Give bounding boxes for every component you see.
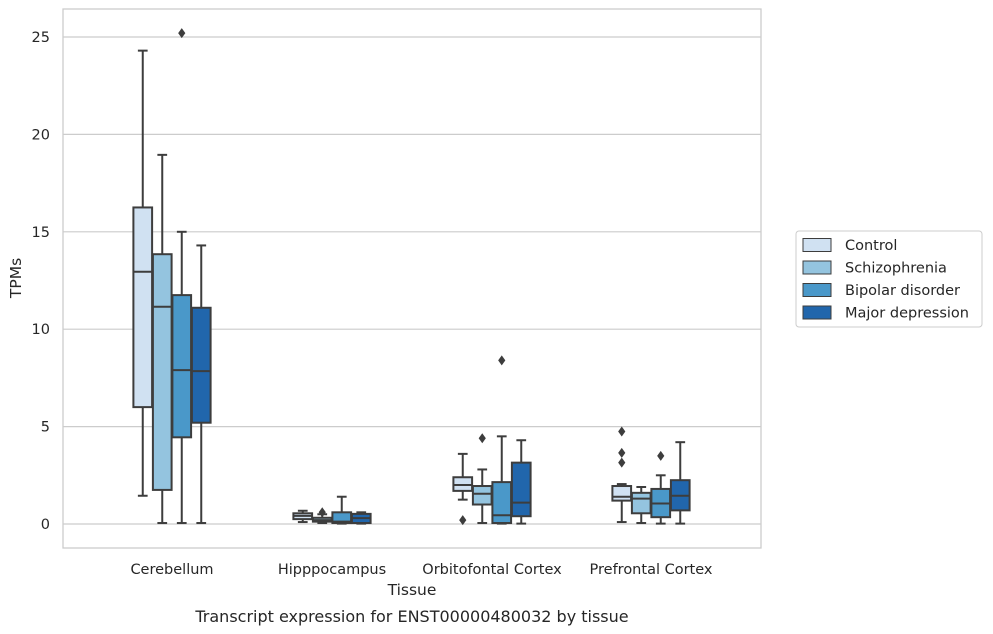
box-group [331,495,353,525]
chart-caption: Transcript expression for ENST0000048003… [194,607,628,626]
x-tick-label: Orbitofontal Cortex [422,562,562,578]
box [611,485,633,502]
x-tick-label: Cerebellum [130,562,213,578]
series-schizophrenia [151,153,652,525]
box [151,253,173,491]
box [630,491,652,515]
y-tick-label: 25 [32,30,50,46]
legend-label: Schizophrenia [845,261,947,277]
outlier-point [618,447,626,458]
y-tick-label: 5 [41,420,50,436]
legend-label: Control [845,238,897,254]
box-group [650,450,672,525]
legend-swatch [802,238,832,252]
box-group [151,153,173,525]
y-tick-label: 15 [32,225,50,241]
y-tick-label: 0 [41,517,50,533]
box-group [350,511,372,525]
box-group [669,441,691,525]
box-group [292,509,314,524]
x-tick-label: Prefrontal Cortex [590,562,713,578]
box [190,306,212,424]
box-group [171,28,193,525]
outlier-point [618,426,626,437]
outlier-point [498,355,506,366]
outlier-point [459,515,467,526]
y-tick-label: 10 [32,322,50,338]
x-tick-labels: Cerebellum Hipppocampus Orbitofontal Corte… [130,562,712,578]
legend: Control Schizophrenia Bipolar disorder Majo… [795,230,983,328]
box [471,485,493,506]
box-group [510,439,532,525]
box-group [132,49,154,497]
outlier-point [657,450,665,461]
box-group [630,485,652,525]
x-axis-label: Tissue [387,581,437,599]
box [510,461,532,518]
legend-swatch [802,305,832,320]
outlier-point [318,507,326,518]
legend-label: Bipolar disorder [845,283,960,299]
box [491,481,513,525]
series-major-depression [190,244,691,525]
box-group [311,507,333,525]
outlier-point [478,433,486,444]
box [132,206,154,409]
box [171,294,193,439]
box-plot-series [132,28,691,526]
plot-frame [62,8,762,549]
outlier-point [618,457,626,468]
legend-label: Major depression [845,306,969,322]
series-control [132,49,633,526]
y-tick-labels: 0 5 10 15 20 25 [32,30,50,533]
series-bipolar-disorder [171,28,672,525]
box-group [471,433,493,525]
legend-frame [795,230,983,328]
outlier-point [178,28,186,39]
box-group [452,452,474,526]
y-tick-label: 20 [32,127,50,143]
box-group [611,426,633,524]
legend-swatch [802,283,832,297]
y-axis-label: TPMs [7,258,25,299]
x-tick-label: Hipppocampus [278,562,386,578]
legend-swatch [802,260,832,275]
box-group [190,244,212,525]
box-group [491,355,513,525]
